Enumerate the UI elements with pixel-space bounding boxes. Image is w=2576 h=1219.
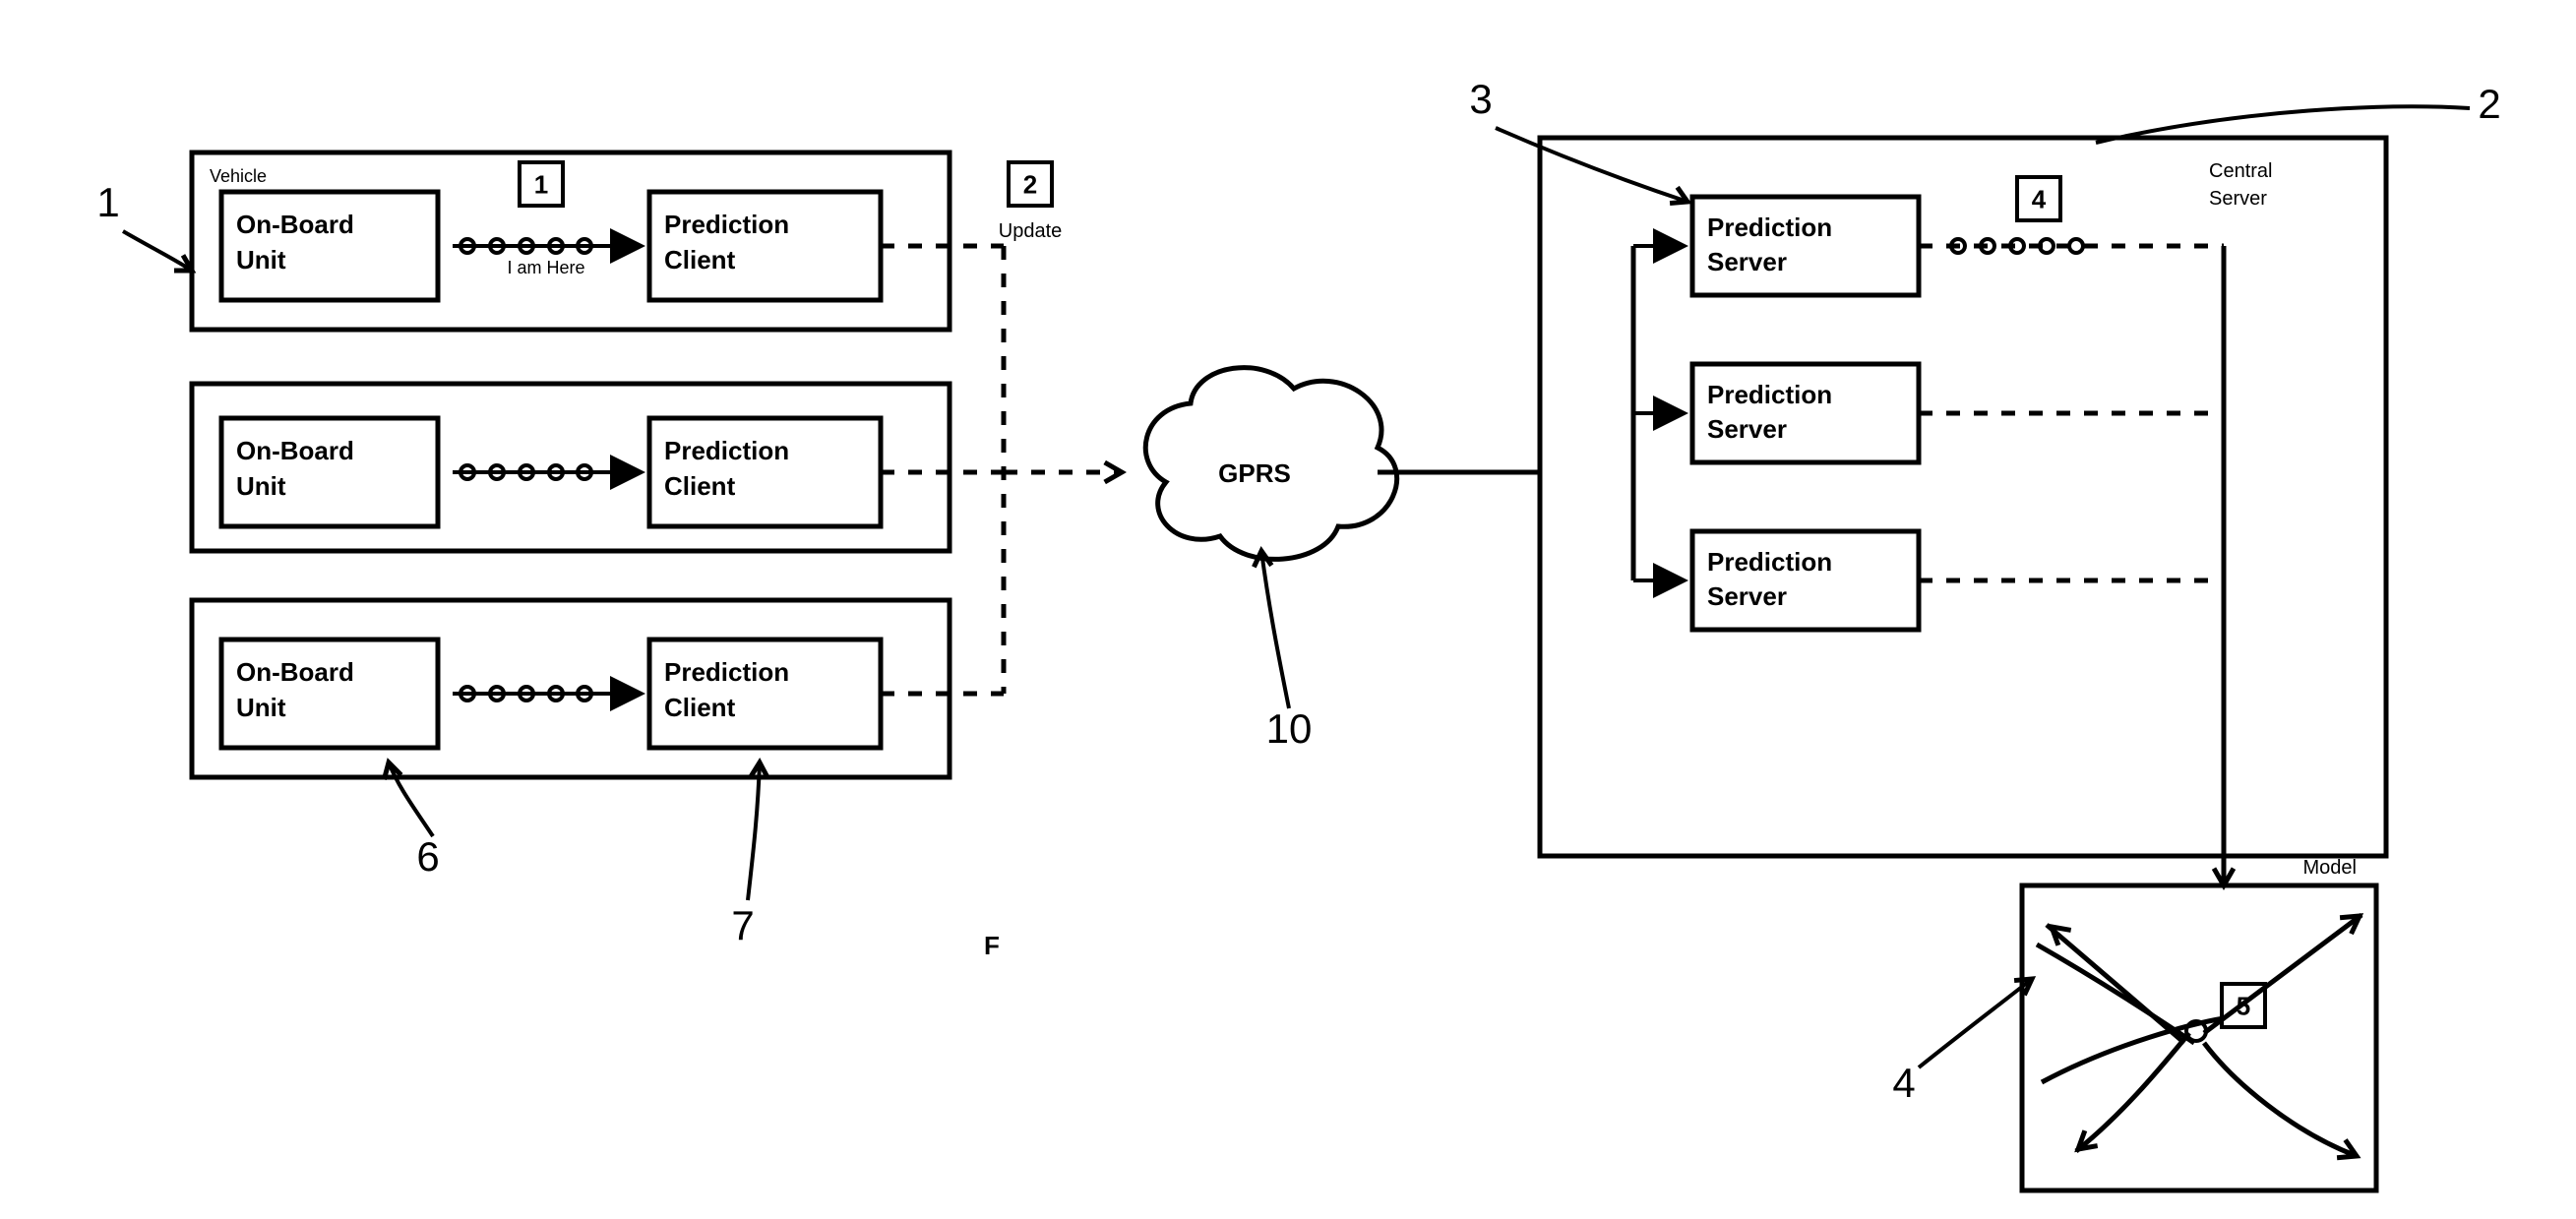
prediction-server xyxy=(1692,364,1919,462)
step-number: 2 xyxy=(1023,170,1037,200)
stray-label: F xyxy=(984,931,1000,960)
path xyxy=(2076,1033,2189,1151)
server-label: Server xyxy=(1707,247,1787,276)
callout-4: 4 xyxy=(1892,1060,1915,1106)
obu-label: On-Board xyxy=(236,657,354,687)
server-label: Server xyxy=(1707,414,1787,444)
update-label: Update xyxy=(999,220,1063,242)
central-server-title: Central xyxy=(2209,160,2272,182)
obu-label: Unit xyxy=(236,471,286,501)
callout-2: 2 xyxy=(2478,81,2500,127)
i-am-here-label: I am Here xyxy=(507,258,584,277)
model-title: Model xyxy=(2303,857,2357,879)
pred-label: Prediction xyxy=(664,436,789,465)
vehicle-frame xyxy=(192,600,950,777)
vehicle-frame xyxy=(192,152,950,330)
dot xyxy=(2069,239,2083,253)
obu-label: Unit xyxy=(236,693,286,722)
obu-label: On-Board xyxy=(236,436,354,465)
callout-7: 7 xyxy=(731,902,754,948)
step-number: 4 xyxy=(2032,185,2047,214)
server-label: Prediction xyxy=(1707,547,1832,577)
path xyxy=(2204,1043,2357,1156)
obu-label: On-Board xyxy=(236,210,354,239)
path xyxy=(123,231,192,271)
central-server-title: Server xyxy=(2209,188,2267,210)
server-label: Prediction xyxy=(1707,380,1832,409)
server-label: Prediction xyxy=(1707,213,1832,242)
callout-6: 6 xyxy=(416,833,439,880)
server-label: Server xyxy=(1707,581,1787,611)
callout-3: 3 xyxy=(1469,76,1492,122)
callout-1: 1 xyxy=(96,179,119,225)
obu-label: Unit xyxy=(236,245,286,274)
pred-label: Client xyxy=(664,693,736,722)
path xyxy=(748,762,760,900)
path xyxy=(2047,925,2184,1043)
path xyxy=(2204,915,2361,1033)
pred-label: Client xyxy=(664,245,736,274)
prediction-server xyxy=(1692,197,1919,295)
path xyxy=(2042,1018,2224,1082)
step-number: 1 xyxy=(534,170,548,200)
gprs-label: GPRS xyxy=(1218,458,1291,488)
path xyxy=(389,762,433,836)
pred-label: Client xyxy=(664,471,736,501)
step-number: 5 xyxy=(2237,992,2250,1021)
pred-label: Prediction xyxy=(664,657,789,687)
model-frame xyxy=(2022,885,2376,1190)
path xyxy=(1261,551,1289,708)
callout-10: 10 xyxy=(1266,705,1313,752)
prediction-server xyxy=(1692,531,1919,630)
vehicle-title: Vehicle xyxy=(210,166,267,186)
diagram-canvas: Vehicle On-Board Unit Prediction Client 1 I am… xyxy=(0,0,2576,1219)
pred-label: Prediction xyxy=(664,210,789,239)
path xyxy=(1919,979,2032,1067)
arrowhead xyxy=(1105,462,1122,482)
